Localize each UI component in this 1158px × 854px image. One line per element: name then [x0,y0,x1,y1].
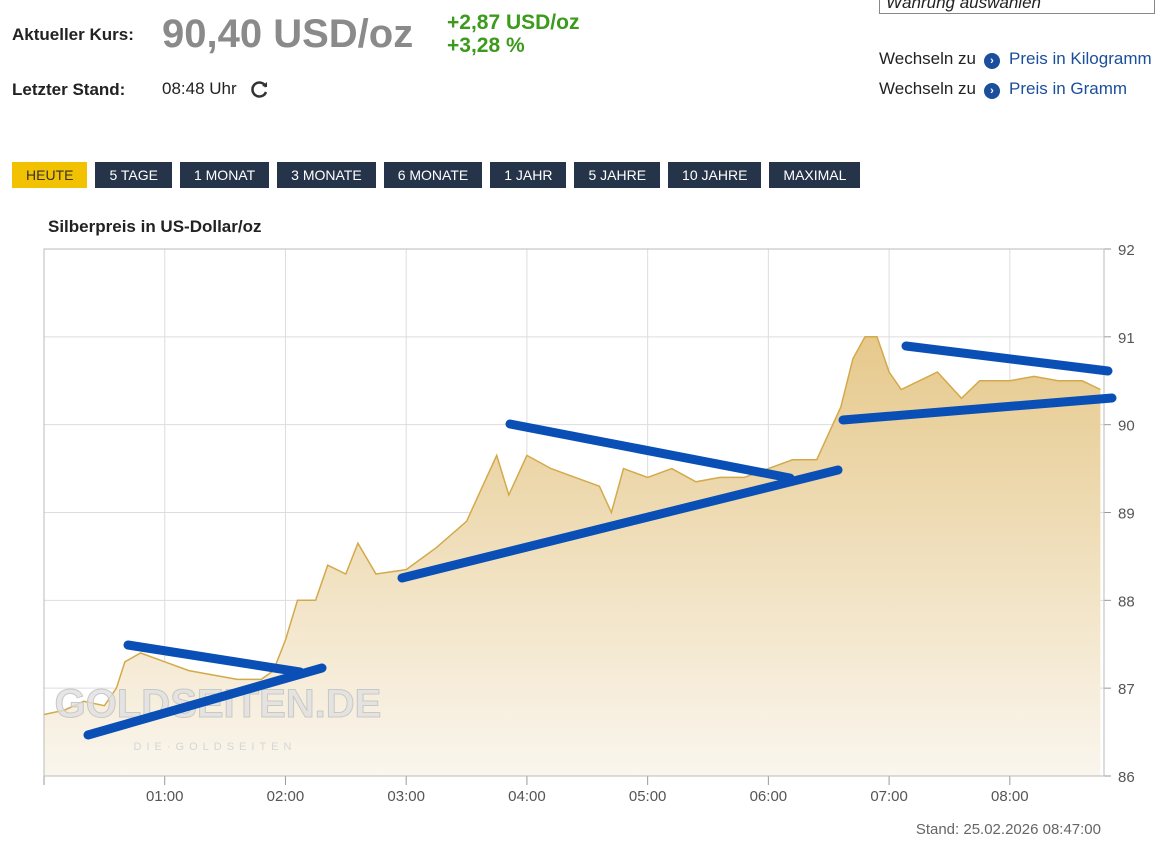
switch-prefix: Wechseln zu [879,49,977,68]
x-tick-label: 01:00 [146,788,184,805]
y-tick-label: 89 [1118,506,1135,523]
y-tick-label: 87 [1118,681,1135,698]
price-line [43,336,1101,716]
y-tick-label: 90 [1118,418,1135,435]
range-button[interactable]: 5 JAHRE [574,162,661,188]
y-tick-label: 91 [1118,330,1135,347]
range-button[interactable]: 5 TAGE [95,162,172,188]
range-button[interactable]: 10 JAHRE [668,162,762,188]
change-pct: +3,28 % [447,34,525,57]
range-buttons: HEUTE 5 TAGE 1 MONAT 3 MONATE 6 MONATE 1 JAHR… [12,162,861,188]
switch-link[interactable]: Preis in Gramm [1009,79,1128,98]
price: 90,40 USD/oz [162,12,414,56]
refresh-icon[interactable] [250,79,270,99]
x-tick-label: 07:00 [870,788,908,805]
chart-title: Silberpreis in US-Dollar/oz [48,217,262,236]
watermark: GOLDSEITEN.DE [55,682,382,726]
trend-annotations [83,341,1117,740]
currency-select[interactable]: Währung auswählen [879,0,1155,14]
x-tick-label: 05:00 [629,788,667,805]
range-button[interactable]: 1 JAHR [490,162,567,188]
watermark-sub: DIE·GOLDSEITEN [134,741,297,753]
range-button[interactable]: 6 MONATE [383,162,483,188]
link-icon: › [984,51,1000,69]
area-fill [44,336,1101,776]
x-tick-label: 06:00 [750,788,788,805]
range-button[interactable]: 3 MONATE [277,162,376,188]
link-icon: › [984,81,1000,99]
y-tick-label: 86 [1118,769,1135,786]
plot-frame [43,248,1105,777]
x-tick-label: 04:00 [508,788,546,805]
chart: Silberpreis in US-Dollar/oz 86 87 88 89 90 91… [43,217,1135,838]
x-tick-label: 02:00 [267,788,305,805]
time: 08:48 Uhr [162,79,237,98]
x-tick-label: 03:00 [387,788,425,805]
range-button[interactable]: MAXIMAL [769,162,861,188]
y-tick-label: 92 [1118,242,1135,259]
switch-link[interactable]: Preis in Kilogramm [1009,49,1152,68]
range-button[interactable]: HEUTE [12,162,88,188]
chart-footer: Stand: 25.02.2026 08:47:00 [916,821,1101,838]
change-abs: +2,87 USD/oz [447,11,580,34]
range-button[interactable]: 1 MONAT [179,162,270,188]
price-label: Aktueller Kurs: [12,25,134,44]
x-tick-label: 08:00 [991,788,1029,805]
time-label: Letzter Stand: [12,80,126,99]
y-tick-label: 88 [1118,593,1135,610]
switch-prefix: Wechseln zu [879,79,977,98]
